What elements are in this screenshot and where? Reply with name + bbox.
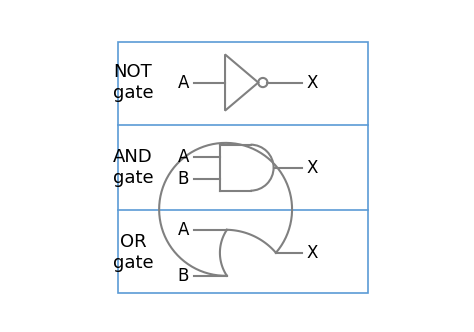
Text: B: B (178, 267, 189, 285)
Text: NOT
gate: NOT gate (113, 63, 153, 102)
Text: AND
gate: AND gate (113, 148, 153, 187)
Text: A: A (178, 221, 189, 239)
Text: OR
gate: OR gate (113, 233, 153, 272)
Text: X: X (307, 159, 318, 177)
Text: X: X (307, 244, 318, 262)
Text: A: A (178, 73, 189, 92)
Text: B: B (178, 170, 189, 188)
Text: X: X (307, 73, 318, 92)
Text: A: A (178, 148, 189, 166)
